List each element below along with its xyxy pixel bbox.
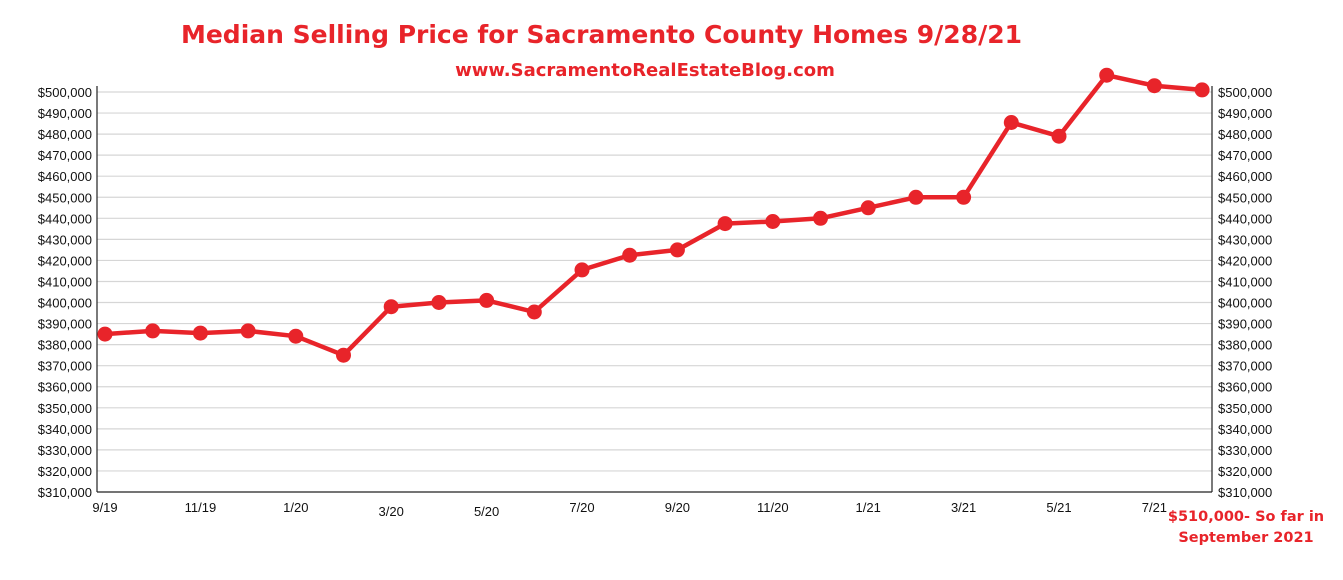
grid-lines <box>97 91 1212 472</box>
y-tick-label-right: $360,000 <box>1218 380 1272 395</box>
x-tick-label: 5/21 <box>1046 500 1071 515</box>
y-tick-label-left: $460,000 <box>38 169 92 184</box>
data-point <box>1051 128 1067 144</box>
y-tick-label-right: $380,000 <box>1218 338 1272 353</box>
x-tick-label: 11/19 <box>185 500 217 515</box>
y-tick-label-right: $450,000 <box>1218 190 1272 205</box>
september-note-line1: $510,000- So far in <box>1167 509 1325 525</box>
y-tick-label-left: $480,000 <box>38 127 92 142</box>
data-point <box>860 200 876 216</box>
series-line <box>104 72 1203 358</box>
data-point <box>383 299 399 315</box>
x-tick-label: 5/20 <box>474 504 499 519</box>
x-tick-label: 11/20 <box>757 500 789 515</box>
series-median-price <box>97 67 1210 363</box>
y-tick-label-right: $490,000 <box>1218 106 1272 121</box>
y-tick-label-left: $470,000 <box>38 148 92 163</box>
y-tick-label-right: $400,000 <box>1218 296 1272 311</box>
september-note-line2: September 2021 <box>1178 530 1314 546</box>
y-tick-label-right: $310,000 <box>1218 485 1272 500</box>
x-tick-label: 9/20 <box>665 500 690 515</box>
data-point <box>431 295 447 310</box>
y-tick-label-right: $420,000 <box>1218 253 1272 268</box>
data-point <box>574 262 590 278</box>
data-point <box>765 214 781 229</box>
y-tick-label-left: $320,000 <box>38 464 92 479</box>
y-tick-label-left: $380,000 <box>38 338 92 353</box>
y-tick-label-left: $370,000 <box>38 359 92 374</box>
axes <box>96 86 1213 493</box>
data-point <box>1003 115 1019 130</box>
x-axis-labels: 9/19 11/19 1/20 3/20 5/20 7/20 9/20 11/20 1/21 3/… <box>92 500 1167 519</box>
y-tick-label-left: $330,000 <box>38 443 92 458</box>
x-tick-label: 1/20 <box>283 500 308 515</box>
y-tick-label-left: $450,000 <box>38 190 92 205</box>
right-y-axis-labels: $310,000 $320,000 $330,000 $340,000 $350,000… <box>1218 85 1272 500</box>
data-point <box>1099 67 1115 83</box>
y-tick-label-left: $500,000 <box>38 85 92 100</box>
y-tick-label-right: $430,000 <box>1218 232 1272 247</box>
data-point <box>669 242 685 258</box>
y-tick-label-right: $340,000 <box>1218 422 1272 437</box>
y-tick-label-left: $400,000 <box>38 296 92 311</box>
left-y-axis-labels: $310,000 $320,000 $330,000 $340,000 $350,000… <box>38 85 92 500</box>
x-tick-label: 3/21 <box>951 500 976 515</box>
data-point <box>1146 78 1162 94</box>
data-point <box>1194 82 1210 98</box>
y-tick-label-right: $370,000 <box>1218 359 1272 374</box>
data-point <box>240 323 256 339</box>
y-tick-label-right: $460,000 <box>1218 169 1272 184</box>
y-tick-label-left: $490,000 <box>38 106 92 121</box>
y-tick-label-right: $410,000 <box>1218 274 1272 289</box>
data-point <box>813 210 828 226</box>
september-note: $510,000- So far in September 2021 <box>1161 507 1331 549</box>
data-point <box>908 189 924 205</box>
x-tick-label: 7/21 <box>1142 500 1167 515</box>
data-point <box>336 347 351 363</box>
y-tick-label-right: $320,000 <box>1218 464 1272 479</box>
y-tick-label-right: $350,000 <box>1218 401 1272 416</box>
y-tick-label-right: $390,000 <box>1218 317 1272 332</box>
data-point <box>717 216 733 232</box>
x-tick-label: 9/19 <box>92 500 117 515</box>
chart-subtitle-website: www.SacramentoRealEstateBlog.com <box>455 60 835 81</box>
data-point <box>288 328 304 344</box>
y-tick-label-left: $420,000 <box>38 253 92 268</box>
y-tick-label-left: $350,000 <box>38 401 92 416</box>
y-tick-label-left: $410,000 <box>38 274 92 289</box>
y-tick-label-left: $440,000 <box>38 211 92 226</box>
data-point <box>192 325 208 341</box>
y-tick-label-left: $310,000 <box>38 485 92 500</box>
y-tick-label-right: $440,000 <box>1218 211 1272 226</box>
data-point <box>145 323 161 339</box>
y-tick-label-left: $340,000 <box>38 422 92 437</box>
y-tick-label-right: $330,000 <box>1218 443 1272 458</box>
x-tick-label: 1/21 <box>856 500 881 515</box>
y-tick-label-right: $470,000 <box>1218 148 1272 163</box>
y-tick-label-left: $390,000 <box>38 317 92 332</box>
data-point <box>622 247 638 263</box>
y-tick-label-right: $480,000 <box>1218 127 1272 142</box>
y-tick-label-right: $500,000 <box>1218 85 1272 100</box>
y-tick-label-left: $360,000 <box>38 380 92 395</box>
x-tick-label: 7/20 <box>569 500 594 515</box>
data-point <box>956 189 972 205</box>
chart-title: Median Selling Price for Sacramento Coun… <box>180 20 1023 49</box>
data-point <box>526 304 542 320</box>
data-point <box>97 326 113 342</box>
y-tick-label-left: $430,000 <box>38 232 92 247</box>
x-tick-label: 3/20 <box>379 504 404 519</box>
data-point <box>479 292 495 308</box>
